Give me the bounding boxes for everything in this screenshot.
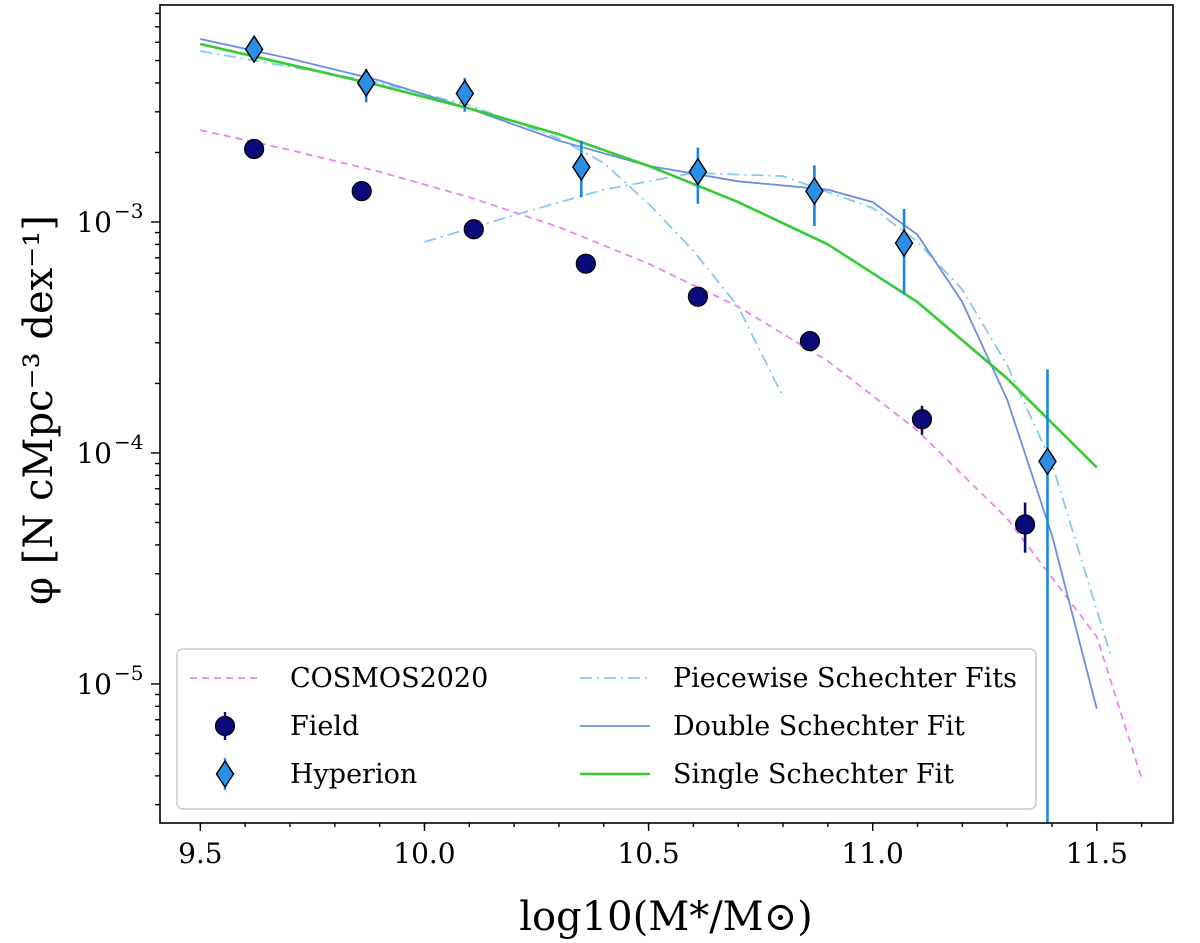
- series-line: [200, 38, 1098, 710]
- legend-label: Field: [290, 711, 359, 742]
- x-axis-title: log10(M*/M⊙): [519, 894, 813, 940]
- legend-label: Piecewise Schechter Fits: [673, 663, 1017, 694]
- field-point: [799, 331, 821, 352]
- field-point: [351, 181, 372, 202]
- plot-frame: [159, 4, 1174, 824]
- x-axis: 9.5 10.0 10.5 11.0 11.5: [178, 823, 1143, 870]
- hyperion-point: [1038, 447, 1057, 476]
- y-tick-exponent: −4: [114, 430, 143, 454]
- x-tick-label: 11.0: [842, 837, 904, 870]
- hyperion-point: [244, 34, 264, 64]
- y-axis: 10−510−410−3: [76, 12, 160, 806]
- field-point: [1014, 514, 1036, 535]
- x-tick-label: 9.5: [178, 837, 223, 870]
- field-point: [575, 253, 596, 274]
- x-tick-label: 10.0: [393, 837, 455, 870]
- hyperion-point: [571, 152, 591, 182]
- hyperion-point: [894, 228, 914, 258]
- x-tick-label: 11.5: [1066, 837, 1128, 870]
- y-tick-exponent: −3: [114, 199, 143, 223]
- legend-marker-diamond: [215, 759, 235, 789]
- series-line: [200, 42, 1098, 469]
- legend-label: Double Schechter Fit: [673, 711, 965, 742]
- y-tick-label: 10: [76, 437, 112, 470]
- y-tick-label: 10: [76, 206, 112, 239]
- hyperion-point: [455, 79, 475, 108]
- hyperion-point: [805, 176, 824, 206]
- hyperion-point: [356, 68, 376, 98]
- legend-label: Single Schechter Fit: [673, 759, 954, 790]
- legend-marker-circle: [214, 715, 236, 737]
- legend-label: Hyperion: [290, 759, 417, 790]
- series-line: [200, 50, 784, 398]
- hyperion-point: [688, 157, 708, 187]
- field-point: [687, 286, 708, 307]
- y-tick-exponent: −5: [114, 661, 143, 685]
- series-line: [200, 129, 1143, 779]
- y-axis-title: φ [N cMpc⁻³ dex⁻¹]: [16, 215, 62, 605]
- field-point: [911, 409, 933, 430]
- data-markers: [244, 34, 1057, 535]
- legend: COSMOS2020 Field Hyperion Piecewise Schecht…: [176, 648, 1037, 810]
- field-point: [463, 219, 484, 240]
- legend-label: COSMOS2020: [290, 663, 488, 694]
- x-tick-label: 10.5: [617, 837, 679, 870]
- series-line: [424, 172, 1112, 655]
- legend-box: [176, 648, 1037, 810]
- y-tick-label: 10: [76, 668, 112, 701]
- field-point: [244, 138, 265, 160]
